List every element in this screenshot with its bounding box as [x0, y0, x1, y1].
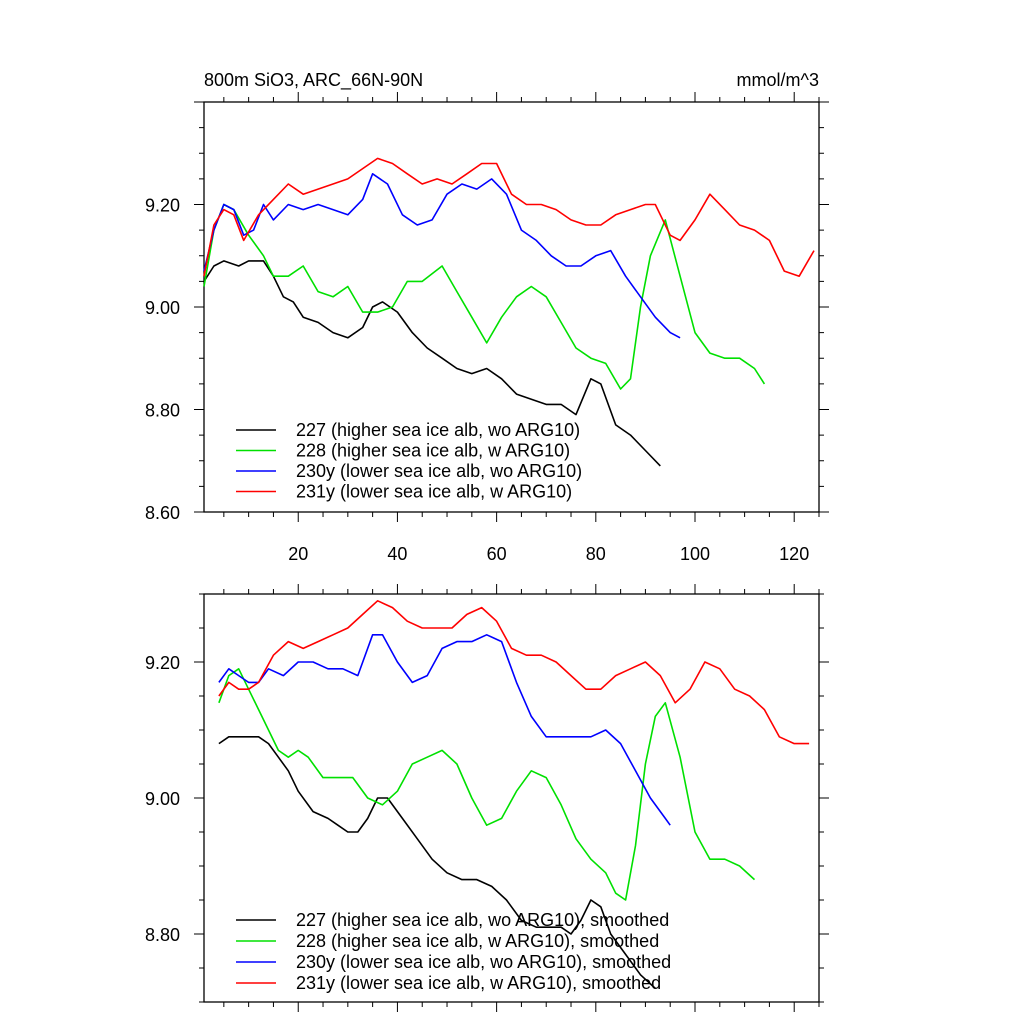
bottom-panel: 8.80 9.00 9.20 227 (higher sea ice alb, wo … — [145, 584, 829, 1012]
legend-label: 228 (higher sea ice alb, w ARG10), smoot… — [296, 931, 659, 951]
legend-label: 230y (lower sea ice alb, wo ARG10) — [296, 461, 582, 481]
y-tick-label: 8.60 — [145, 503, 180, 523]
series-line-4 — [218, 600, 810, 745]
y-tick-label: 9.00 — [145, 789, 180, 809]
legend-label: 231y (lower sea ice alb, w ARG10), smoot… — [296, 973, 661, 993]
x-tick-label: 20 — [288, 544, 308, 564]
series-line-2 — [218, 668, 756, 901]
series-line-2 — [203, 203, 766, 390]
top-panel: 20 40 60 80 100 120 8.60 8.80 9.00 9.20 800m SiO3,… — [145, 70, 829, 564]
legend-label: 228 (higher sea ice alb, w ARG10) — [296, 441, 570, 461]
legend-label: 227 (higher sea ice alb, wo ARG10) — [296, 420, 580, 440]
x-tick-label: 100 — [680, 544, 710, 564]
x-tick-label: 120 — [779, 544, 809, 564]
y-tick-label: 9.20 — [145, 196, 180, 216]
legend-label: 227 (higher sea ice alb, wo ARG10), smoo… — [296, 910, 669, 930]
series-line-3 — [218, 634, 671, 826]
x-tick-label: 60 — [487, 544, 507, 564]
series-line-1 — [218, 736, 656, 989]
x-tick-label: 80 — [586, 544, 606, 564]
y-tick-label: 8.80 — [145, 925, 180, 945]
series-line-3 — [203, 173, 681, 339]
legend-label: 230y (lower sea ice alb, wo ARG10), smoo… — [296, 952, 671, 972]
y-tick-label: 9.20 — [145, 653, 180, 673]
x-tick-label: 40 — [387, 544, 407, 564]
chart-title: 800m SiO3, ARC_66N-90N — [204, 70, 423, 91]
series-line-4 — [203, 157, 815, 277]
units-label: mmol/m^3 — [737, 70, 819, 90]
legend-label: 231y (lower sea ice alb, w ARG10) — [296, 482, 572, 502]
y-tick-label: 9.00 — [145, 298, 180, 318]
y-tick-label: 8.80 — [145, 401, 180, 421]
